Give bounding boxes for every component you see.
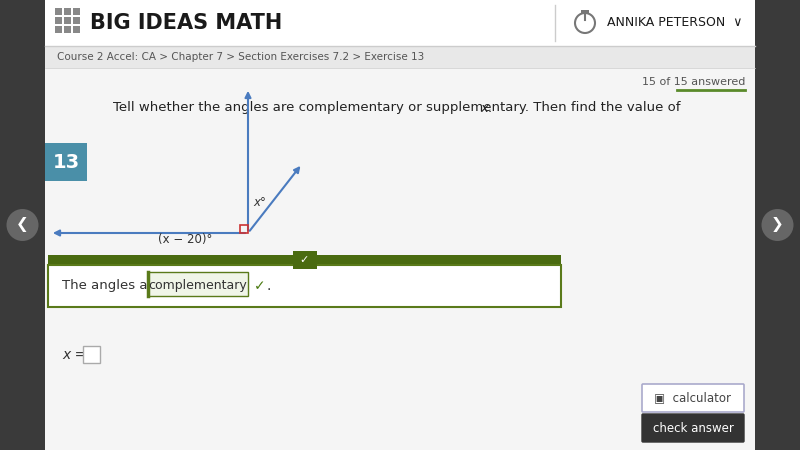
Bar [45, 68, 755, 450]
Bar [45, 143, 87, 181]
Text: check answer: check answer [653, 422, 734, 435]
Circle shape [6, 209, 38, 241]
Text: ✓: ✓ [300, 255, 309, 265]
Text: (x − 20)°: (x − 20)° [158, 234, 212, 247]
Text: ▣  calculator: ▣ calculator [654, 392, 731, 405]
Bar [45, 0, 755, 46]
Bar [83, 346, 100, 363]
Text: The angles are: The angles are [62, 279, 161, 292]
Bar [240, 225, 248, 233]
Text: Course 2 Accel: CA > Chapter 7 > Section Exercises 7.2 > Exercise 13: Course 2 Accel: CA > Chapter 7 > Section… [57, 52, 424, 62]
Bar [148, 272, 248, 296]
Bar [755, 0, 800, 450]
Bar [0, 0, 45, 450]
Bar [73, 26, 80, 33]
Bar [73, 8, 80, 15]
Text: Tell whether the angles are complementary or supplementary. Then find the value : Tell whether the angles are complementar… [113, 102, 685, 114]
Bar [73, 17, 80, 24]
Text: ❯: ❯ [771, 217, 784, 233]
Bar [581, 10, 589, 13]
Text: 13: 13 [53, 153, 79, 171]
Text: x: x [480, 102, 488, 114]
Bar [55, 8, 62, 15]
Text: BIG IDEAS MATH: BIG IDEAS MATH [90, 13, 282, 33]
Text: 15 of 15 answered: 15 of 15 answered [642, 77, 745, 87]
Circle shape [762, 209, 794, 241]
Bar [64, 17, 71, 24]
Text: ❮: ❮ [16, 217, 29, 233]
Bar [293, 251, 317, 269]
Bar [55, 26, 62, 33]
Text: x =: x = [62, 348, 86, 362]
Bar [48, 265, 561, 307]
Text: x°: x° [253, 197, 266, 210]
Text: complementary: complementary [149, 279, 247, 292]
Text: ANNIKA PETERSON  ∨: ANNIKA PETERSON ∨ [607, 17, 742, 30]
Bar [48, 255, 561, 265]
Text: .: . [266, 279, 270, 293]
FancyBboxPatch shape [642, 414, 744, 442]
Bar [64, 26, 71, 33]
Bar [45, 46, 755, 68]
Text: ✓: ✓ [254, 279, 266, 293]
Text: .: . [488, 102, 492, 114]
Bar [64, 8, 71, 15]
Bar [55, 17, 62, 24]
FancyBboxPatch shape [642, 384, 744, 412]
